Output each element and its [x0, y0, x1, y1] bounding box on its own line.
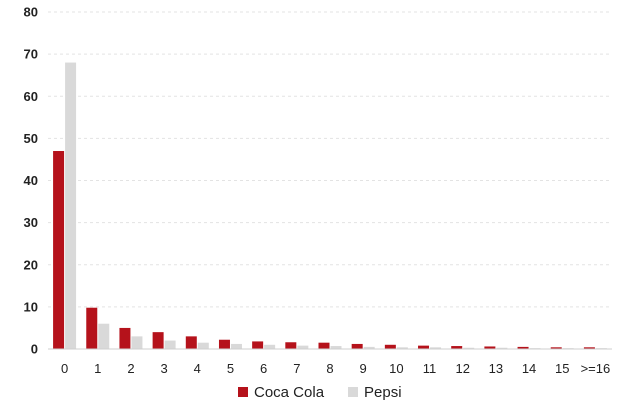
bar-pepsi [65, 62, 77, 350]
x-tick-label: 4 [194, 361, 201, 376]
bar-pepsi [264, 344, 276, 349]
x-tick-label: 15 [555, 361, 569, 376]
x-tick-label: 13 [489, 361, 503, 376]
bar-pepsi [463, 347, 475, 349]
bar-coca-cola [583, 347, 595, 349]
y-tick-label: 30 [24, 215, 38, 230]
bar-coca-cola [418, 345, 430, 349]
legend-swatch [348, 387, 358, 397]
bar-coca-cola [218, 339, 230, 349]
bar-pepsi [197, 342, 209, 349]
bar-coca-cola [517, 346, 529, 349]
bar-pepsi [98, 323, 110, 349]
x-tick-label: 2 [127, 361, 134, 376]
bar-pepsi [330, 346, 342, 349]
bar-pepsi [430, 347, 442, 349]
x-tick-label: 0 [61, 361, 68, 376]
legend: Coca Cola Pepsi [238, 384, 402, 401]
x-tick-label: 12 [455, 361, 469, 376]
bar-pepsi [396, 347, 408, 349]
y-tick-label: 70 [24, 47, 38, 62]
x-tick-label: 1 [94, 361, 101, 376]
bar-coca-cola [550, 347, 562, 349]
bar-coca-cola [451, 346, 463, 349]
x-tick-label: 7 [293, 361, 300, 376]
bar-pepsi [131, 336, 143, 349]
x-tick-label: 10 [389, 361, 403, 376]
y-tick-label: 0 [31, 342, 38, 357]
legend-swatch [238, 387, 248, 397]
bar-coca-cola [484, 346, 496, 349]
bar-coca-cola [285, 342, 297, 349]
y-tick-label: 60 [24, 89, 38, 104]
bar-coca-cola [119, 327, 131, 349]
y-tick-label: 10 [24, 299, 38, 314]
x-tick-label: 11 [423, 361, 437, 376]
x-tick-label: >=16 [581, 361, 611, 376]
bar-pepsi [363, 346, 375, 349]
bars [53, 62, 607, 350]
bar-coca-cola [86, 307, 98, 349]
legend-label: Coca Cola [254, 384, 325, 401]
y-tick-label: 20 [24, 257, 38, 272]
bar-pepsi [496, 347, 508, 349]
x-tick-label: 14 [522, 361, 536, 376]
bar-coca-cola [53, 151, 65, 349]
x-tick-label: 3 [161, 361, 168, 376]
bar-coca-cola [252, 341, 264, 349]
legend-label: Pepsi [364, 384, 402, 401]
bar-pepsi [164, 340, 176, 349]
x-tick-label: 9 [360, 361, 367, 376]
bar-pepsi [230, 343, 242, 349]
x-tick-label: 5 [227, 361, 234, 376]
bar-coca-cola [351, 343, 363, 349]
y-tick-label: 50 [24, 131, 38, 146]
bar-pepsi [297, 345, 309, 349]
x-tick-label: 8 [326, 361, 333, 376]
x-tick-label: 6 [260, 361, 267, 376]
y-tick-label: 80 [24, 5, 38, 20]
gridlines [48, 11, 612, 308]
bar-coca-cola [384, 344, 396, 349]
bar-coca-cola [152, 332, 164, 349]
y-tick-label: 40 [24, 173, 38, 188]
bar-coca-cola [318, 342, 330, 349]
bar-coca-cola [185, 336, 197, 349]
